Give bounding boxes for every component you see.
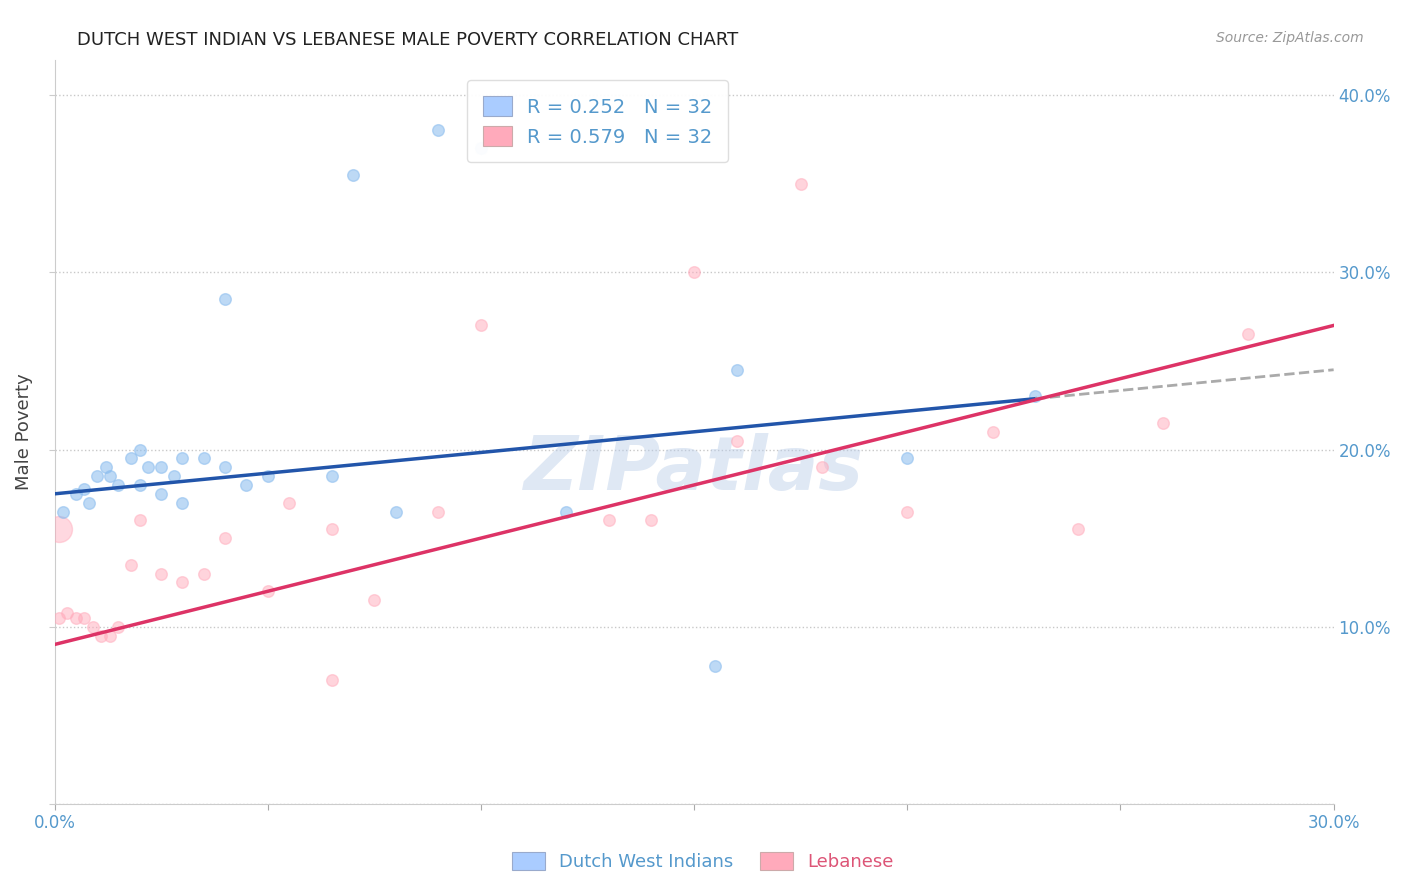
Point: [107, 478, 129, 492]
Point: [77, 496, 100, 510]
Point: [56, 606, 79, 620]
Text: Source: ZipAtlas.com: Source: ZipAtlas.com: [1216, 31, 1364, 45]
Point: [1152, 416, 1174, 430]
Point: [214, 292, 236, 306]
Point: [94, 460, 117, 475]
Text: ZIPatlas: ZIPatlas: [524, 433, 865, 506]
Point: [256, 469, 278, 483]
Point: [150, 487, 173, 501]
Point: [427, 123, 450, 137]
Point: [321, 522, 343, 536]
Point: [704, 658, 727, 673]
Point: [172, 575, 194, 590]
Point: [120, 558, 142, 572]
Point: [342, 168, 364, 182]
Point: [470, 141, 492, 155]
Point: [789, 177, 811, 191]
Point: [128, 478, 150, 492]
Point: [256, 584, 278, 599]
Point: [896, 451, 918, 466]
Point: [811, 460, 834, 475]
Point: [128, 513, 150, 527]
Point: [86, 469, 108, 483]
Point: [48, 611, 70, 625]
Point: [1067, 522, 1090, 536]
Point: [598, 513, 620, 527]
Point: [48, 522, 70, 536]
Point: [65, 487, 87, 501]
Point: [555, 504, 578, 518]
Point: [640, 513, 662, 527]
Point: [172, 451, 194, 466]
Point: [90, 629, 112, 643]
Point: [384, 504, 406, 518]
Point: [150, 566, 173, 581]
Point: [193, 451, 215, 466]
Point: [150, 460, 173, 475]
Point: [193, 566, 215, 581]
Legend: Dutch West Indians, Lebanese: Dutch West Indians, Lebanese: [505, 845, 901, 879]
Point: [896, 504, 918, 518]
Point: [98, 469, 121, 483]
Point: [683, 265, 706, 279]
Point: [981, 425, 1004, 439]
Point: [1237, 327, 1260, 342]
Point: [725, 363, 748, 377]
Point: [73, 482, 96, 496]
Y-axis label: Male Poverty: Male Poverty: [15, 374, 32, 491]
Point: [321, 469, 343, 483]
Point: [427, 504, 450, 518]
Point: [470, 318, 492, 333]
Legend: R = 0.252   N = 32, R = 0.579   N = 32: R = 0.252 N = 32, R = 0.579 N = 32: [467, 80, 728, 162]
Point: [363, 593, 385, 607]
Point: [172, 496, 194, 510]
Point: [73, 611, 96, 625]
Point: [321, 673, 343, 687]
Point: [65, 611, 87, 625]
Point: [1024, 389, 1046, 403]
Point: [235, 478, 257, 492]
Point: [107, 620, 129, 634]
Point: [163, 469, 186, 483]
Point: [98, 629, 121, 643]
Text: DUTCH WEST INDIAN VS LEBANESE MALE POVERTY CORRELATION CHART: DUTCH WEST INDIAN VS LEBANESE MALE POVER…: [77, 31, 738, 49]
Point: [214, 531, 236, 545]
Point: [120, 451, 142, 466]
Point: [82, 620, 104, 634]
Point: [725, 434, 748, 448]
Point: [214, 460, 236, 475]
Point: [128, 442, 150, 457]
Point: [278, 496, 301, 510]
Point: [52, 504, 75, 518]
Point: [136, 460, 159, 475]
